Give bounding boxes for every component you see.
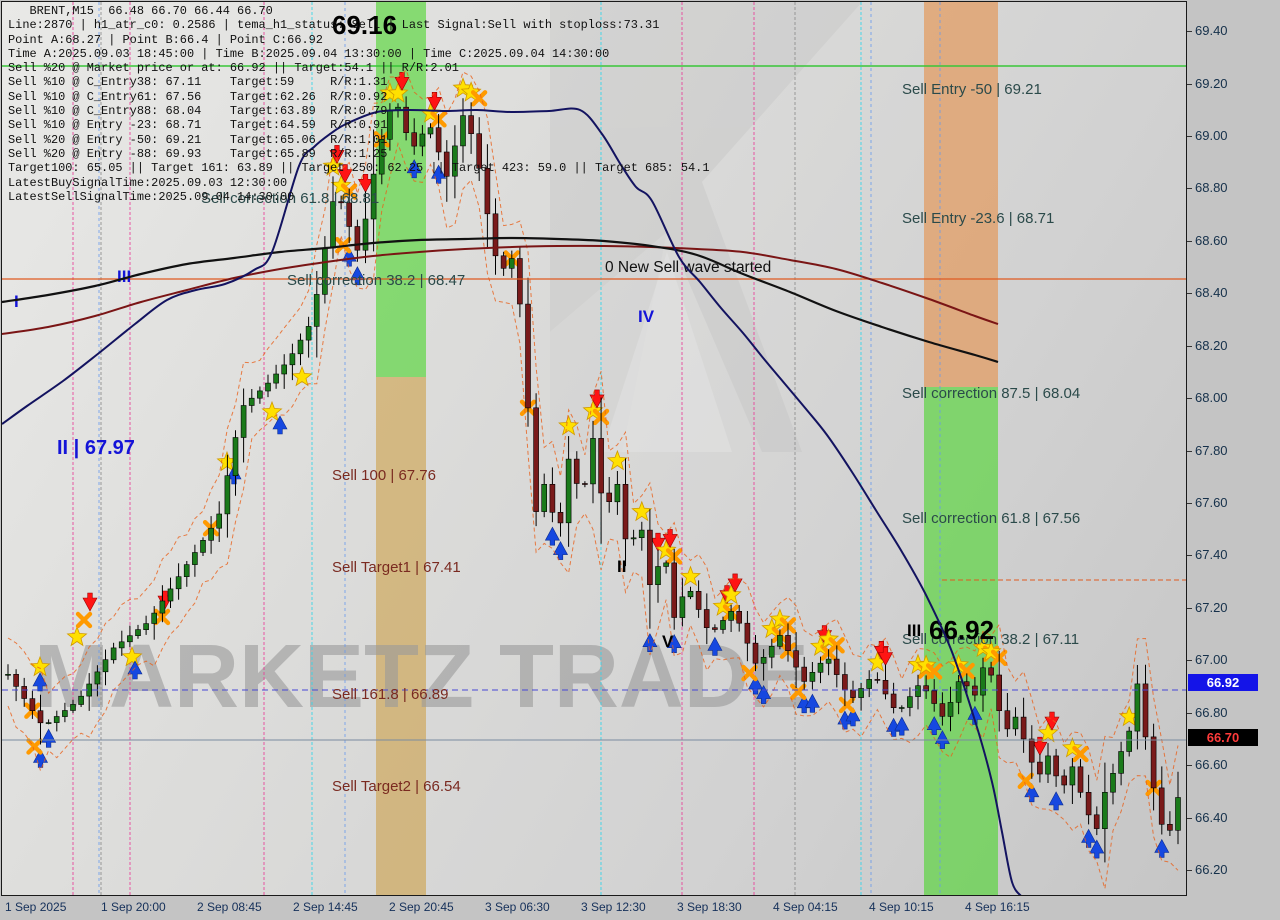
svg-text:IV: IV: [638, 307, 655, 326]
svg-text:Sell Entry -50 | 69.21: Sell Entry -50 | 69.21: [902, 81, 1042, 98]
svg-text:Sell correction 38.2 | 68.47: Sell correction 38.2 | 68.47: [287, 272, 465, 289]
svg-text:Sell 100 | 67.76: Sell 100 | 67.76: [332, 467, 436, 484]
svg-text:MARKETZ TRADE: MARKETZ TRADE: [34, 627, 809, 727]
svg-text:0 New Sell wave started: 0 New Sell wave started: [605, 259, 771, 276]
svg-text:Sell Target1 | 67.41: Sell Target1 | 67.41: [332, 559, 461, 576]
svg-text:III: III: [907, 621, 921, 640]
svg-text:Sell Target2 | 66.54: Sell Target2 | 66.54: [332, 778, 461, 795]
svg-text:Sell correction 61.8 | 67.56: Sell correction 61.8 | 67.56: [902, 510, 1080, 527]
svg-text:Sell Entry -23.6 | 68.71: Sell Entry -23.6 | 68.71: [902, 210, 1054, 227]
svg-text:V: V: [662, 632, 674, 651]
svg-text:II | 67.97: II | 67.97: [57, 437, 135, 459]
svg-text:Sell 161.8 | 66.89: Sell 161.8 | 66.89: [332, 686, 448, 703]
svg-text:II: II: [617, 557, 626, 576]
svg-text:Sell correction 87.5 | 68.04: Sell correction 87.5 | 68.04: [902, 385, 1080, 402]
svg-text:I: I: [14, 292, 19, 311]
